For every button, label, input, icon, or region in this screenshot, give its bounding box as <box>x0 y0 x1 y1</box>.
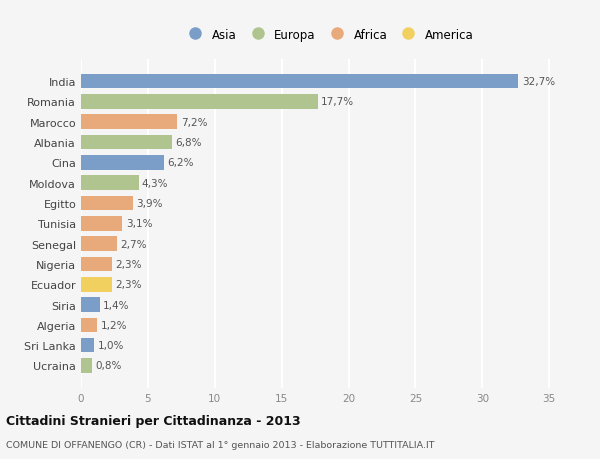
Legend: Asia, Europa, Africa, America: Asia, Europa, Africa, America <box>181 26 476 44</box>
Text: Cittadini Stranieri per Cittadinanza - 2013: Cittadini Stranieri per Cittadinanza - 2… <box>6 414 301 428</box>
Bar <box>81 257 112 272</box>
Bar <box>81 95 318 109</box>
Bar <box>81 135 172 150</box>
Bar <box>81 156 164 170</box>
Text: 0,8%: 0,8% <box>95 361 121 370</box>
Text: COMUNE DI OFFANENGO (CR) - Dati ISTAT al 1° gennaio 2013 - Elaborazione TUTTITAL: COMUNE DI OFFANENGO (CR) - Dati ISTAT al… <box>6 441 434 449</box>
Text: 32,7%: 32,7% <box>522 77 555 87</box>
Text: 1,2%: 1,2% <box>100 320 127 330</box>
Bar <box>81 297 100 312</box>
Text: 2,7%: 2,7% <box>121 239 147 249</box>
Text: 17,7%: 17,7% <box>321 97 354 107</box>
Bar <box>81 277 112 292</box>
Bar <box>81 115 178 130</box>
Bar <box>81 237 117 252</box>
Text: 4,3%: 4,3% <box>142 178 169 188</box>
Text: 6,8%: 6,8% <box>175 138 202 148</box>
Text: 3,1%: 3,1% <box>126 219 152 229</box>
Text: 2,3%: 2,3% <box>115 280 142 290</box>
Text: 3,9%: 3,9% <box>137 198 163 208</box>
Bar <box>81 196 133 211</box>
Text: 2,3%: 2,3% <box>115 259 142 269</box>
Text: 7,2%: 7,2% <box>181 118 207 128</box>
Text: 1,0%: 1,0% <box>98 341 124 350</box>
Bar <box>81 176 139 190</box>
Text: 1,4%: 1,4% <box>103 300 130 310</box>
Bar <box>81 338 94 353</box>
Bar <box>81 358 92 373</box>
Bar <box>81 217 122 231</box>
Bar <box>81 75 518 89</box>
Text: 6,2%: 6,2% <box>167 158 194 168</box>
Bar <box>81 318 97 332</box>
